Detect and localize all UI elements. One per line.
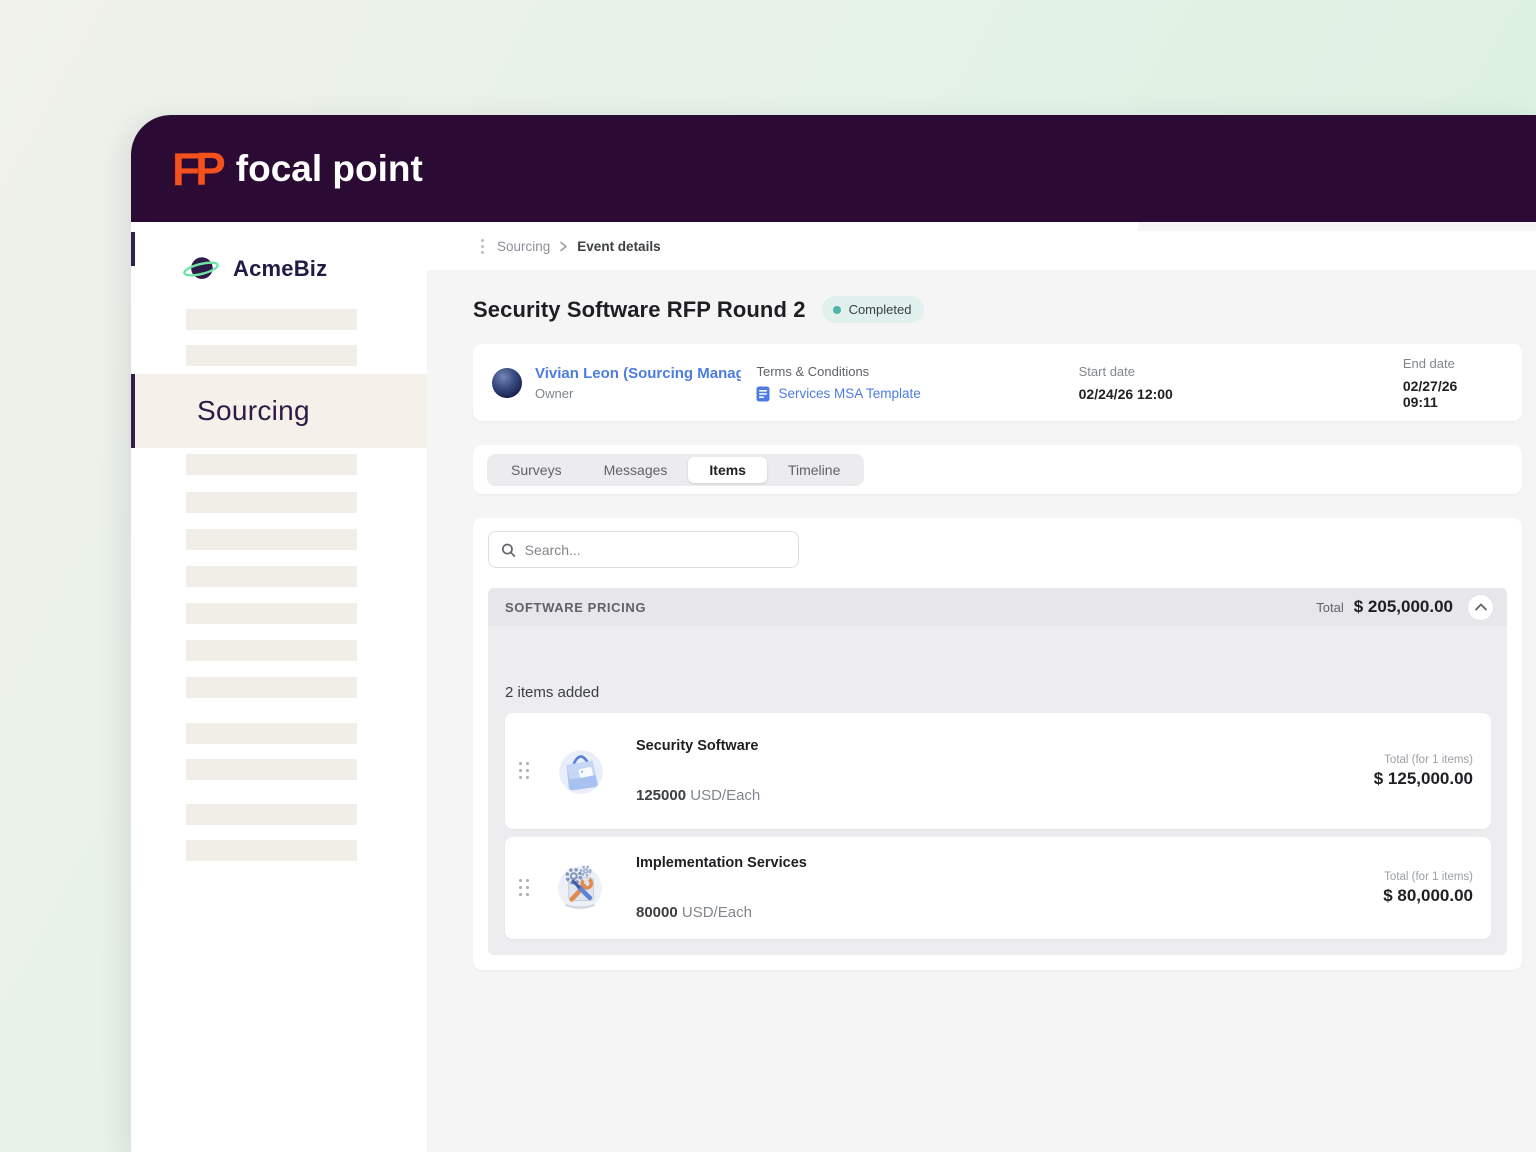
item-row-implementation-services[interactable]: Implementation Services 80000 USD/Each T…: [505, 837, 1491, 939]
search-input[interactable]: [524, 541, 786, 558]
document-icon: [756, 386, 770, 401]
owner-avatar: [492, 367, 522, 398]
tab-messages[interactable]: Messages: [603, 461, 668, 478]
item-total-label: Total (for 1 items): [1384, 753, 1473, 766]
sidebar-skeleton-bar: [186, 603, 357, 624]
chevron-right-icon: [560, 241, 568, 251]
items-panel: SOFTWARE PRICING Total $ 205,000.00 2 it…: [473, 518, 1522, 970]
item-row-security-software[interactable]: Security Software 125000 USD/Each Total …: [505, 713, 1491, 829]
item-total-label: Total (for 1 items): [1384, 870, 1473, 883]
owner-role: Owner: [535, 385, 574, 401]
tab-surveys[interactable]: Surveys: [511, 461, 562, 478]
collapse-section-button[interactable]: [1467, 593, 1494, 621]
sidebar-skeleton-bar: [186, 840, 357, 861]
end-date-label: End date: [1402, 355, 1455, 371]
status-badge: Completed: [821, 296, 925, 323]
sidebar-skeleton-bar: [186, 640, 357, 661]
item-total-value: $ 80,000.00: [1383, 885, 1473, 905]
sidebar-skeleton-bar: [186, 566, 357, 587]
company-name: AcmeBiz: [233, 256, 328, 281]
focal-point-logo: FP focal point: [172, 146, 423, 192]
pricing-section: SOFTWARE PRICING Total $ 205,000.00 2 it…: [488, 588, 1507, 955]
main-area: Sourcing Event details Security Software…: [427, 222, 1536, 1152]
item-unit: USD/Each: [690, 787, 761, 804]
total-label: Total: [1316, 599, 1344, 615]
terms-label: Terms & Conditions: [756, 363, 870, 379]
chevron-up-icon: [1474, 603, 1487, 611]
end-date-value: 02/27/26 09:11: [1402, 377, 1458, 410]
app-header: FP focal point: [131, 115, 1536, 222]
search-box: [488, 531, 799, 568]
app-window: FP focal point AcmeBiz Sourcing: [131, 115, 1536, 1152]
item-price: 125000: [636, 787, 687, 804]
focal-point-logo-text: focal point: [235, 148, 423, 189]
event-meta-card: Vivian Leon (Sourcing Manager) Owner Ter…: [473, 344, 1522, 421]
item-total-value: $ 125,000.00: [1373, 768, 1473, 788]
search-icon: [502, 543, 516, 557]
sidebar-skeleton-bar: [186, 677, 357, 698]
sidebar-skeleton-bar: [186, 454, 357, 475]
sidebar-skeleton-bar: [186, 529, 357, 550]
shopping-bag-icon: [551, 740, 609, 803]
grip-dots-icon: [481, 238, 484, 254]
item-unit: USD/Each: [681, 904, 752, 921]
sidebar-item-sourcing[interactable]: Sourcing: [131, 374, 427, 448]
tools-icon: [551, 857, 609, 920]
sidebar-skeleton-bar: [186, 804, 357, 825]
item-name: Security Software: [636, 738, 759, 754]
clipped-nav-icon: [131, 232, 135, 266]
sidebar-skeleton-bar: [186, 759, 357, 780]
item-price: 80000: [636, 904, 678, 921]
status-label: Completed: [848, 302, 912, 317]
breadcrumb-current: Event details: [577, 238, 661, 254]
clipped-nav-icon: [131, 374, 135, 448]
sidebar-skeleton-bar: [186, 492, 357, 513]
total-value: $ 205,000.00: [1353, 597, 1453, 616]
owner-name-link[interactable]: Vivian Leon (Sourcing Manager): [535, 364, 742, 382]
tabs-segmented-control: Surveys Messages Items Timeline: [487, 453, 865, 486]
sidebar-skeleton-bar: [186, 345, 357, 366]
planet-icon: [183, 257, 219, 279]
status-dot-icon: [832, 305, 841, 314]
sidebar: AcmeBiz Sourcing: [131, 222, 427, 1152]
terms-template-link[interactable]: Services MSA Template: [756, 386, 1078, 402]
start-date-value: 02/24/26 12:00: [1078, 385, 1173, 402]
pricing-section-title: SOFTWARE PRICING: [505, 599, 647, 615]
tab-timeline[interactable]: Timeline: [787, 461, 841, 478]
start-date-label: Start date: [1078, 363, 1136, 379]
tabs-bar: Surveys Messages Items Timeline: [473, 445, 1522, 494]
breadcrumb-sourcing[interactable]: Sourcing: [497, 238, 551, 254]
drag-handle-icon[interactable]: [513, 873, 536, 903]
page-title: Security Software RFP Round 2: [473, 296, 806, 322]
sidebar-skeleton-bar: [186, 309, 357, 330]
item-name: Implementation Services: [636, 855, 807, 871]
items-added-count: 2 items added: [505, 684, 600, 701]
company-logo: AcmeBiz: [183, 248, 427, 290]
focal-point-logo-mark: FP: [172, 142, 226, 195]
sidebar-skeleton-bar: [186, 723, 357, 744]
terms-link-label: Services MSA Template: [778, 386, 921, 401]
sidebar-item-label: Sourcing: [197, 395, 310, 426]
drag-handle-icon[interactable]: [513, 756, 536, 786]
header-notch: [1138, 222, 1536, 231]
pricing-section-header: SOFTWARE PRICING Total $ 205,000.00: [488, 588, 1507, 626]
tab-items[interactable]: Items: [688, 456, 767, 483]
